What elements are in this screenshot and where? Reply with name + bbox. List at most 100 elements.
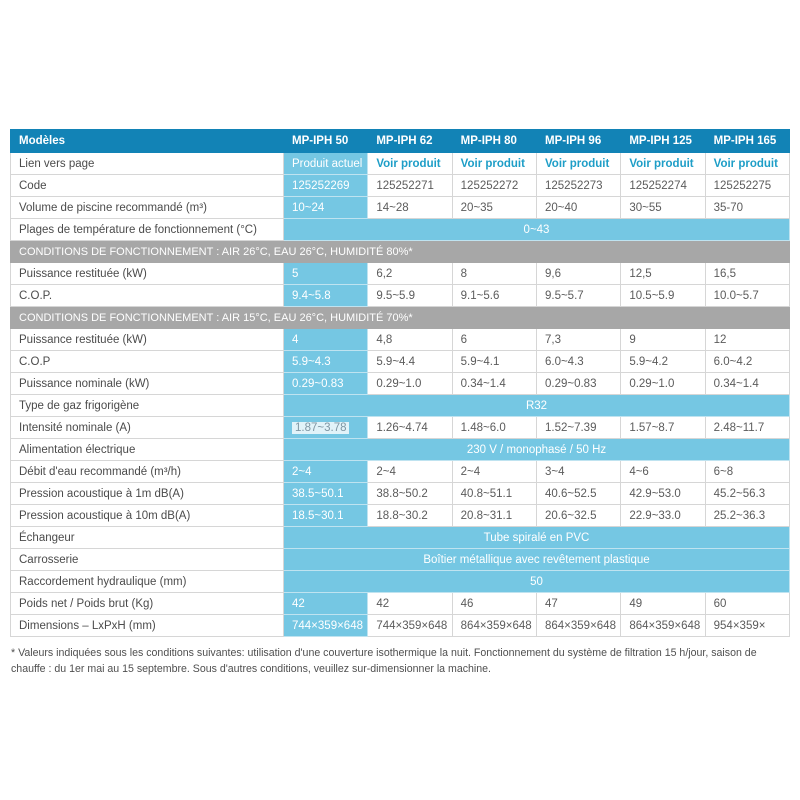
value-cell: 2.48~11.7	[704, 416, 791, 439]
value-cell: 40.6~52.5	[535, 482, 622, 505]
value-cell: 10.0~5.7	[704, 284, 791, 307]
value-cell: 9	[620, 328, 706, 351]
value-cell: 30~55	[620, 196, 706, 219]
value-cell: 16,5	[704, 262, 791, 285]
row-label: Débit d'eau recommandé (m³/h)	[10, 460, 284, 483]
row-label: Dimensions – LxPxH (mm)	[10, 614, 284, 637]
value-cell: 12	[704, 328, 791, 351]
footnote: * Valeurs indiquées sous les conditions …	[11, 647, 757, 676]
value-cell: 12,5	[620, 262, 706, 285]
link-cell: Voir produit	[620, 152, 706, 175]
value-cell: 5.9~4.1	[451, 350, 537, 373]
voir-produit-link[interactable]: Voir produit	[713, 157, 778, 170]
table-row: C.O.P 5.9~4.3 5.9~4.4 5.9~4.1 6.0~4.3 5.9~4.2…	[10, 350, 791, 373]
row-label: Pression acoustique à 1m dB(A)	[10, 482, 284, 505]
table-header-row: Modèles MP-IPH 50 MP-IPH 62 MP-IPH 80 MP-IPH…	[10, 129, 791, 153]
table-row: Carrosserie Boîtier métallique avec revêt…	[10, 548, 790, 571]
value-cell: 1.52~7.39	[535, 416, 622, 439]
table-row: Poids net / Poids brut (Kg) 42 42 46 47 49 60	[10, 592, 791, 615]
value-cell: 20~35	[451, 196, 537, 219]
span-value-cell: R32	[283, 394, 790, 417]
value-cell: 35-70	[704, 196, 791, 219]
value-cell: 0.29~1.0	[367, 372, 453, 395]
selected-value: 1.87~3.78	[292, 421, 350, 434]
value-cell: 46	[451, 592, 537, 615]
value-cell: 10.5~5.9	[620, 284, 706, 307]
value-cell: 125252271	[367, 174, 453, 197]
value-cell: 38.8~50.2	[367, 482, 453, 505]
column-header-model: MP-IPH 125	[620, 129, 706, 153]
row-label: Lien vers page	[10, 152, 284, 175]
value-cell: 0.29~0.83	[282, 372, 369, 395]
value-cell: 1.48~6.0	[451, 416, 537, 439]
value-cell: 1.87~3.78	[282, 416, 369, 439]
section-header: CONDITIONS DE FONCTIONNEMENT : AIR 15°C,…	[10, 306, 790, 329]
row-label: Carrosserie	[10, 548, 284, 571]
value-cell: 47	[535, 592, 622, 615]
value-cell: 0.34~1.4	[704, 372, 791, 395]
value-cell: 22.9~33.0	[620, 504, 706, 527]
table-row: Volume de piscine recommandé (m³) 10~24 14…	[10, 196, 791, 219]
table-row: Puissance restituée (kW) 5 6,2 8 9,6 12,5 16,5	[10, 262, 791, 285]
value-cell: 38.5~50.1	[282, 482, 369, 505]
value-cell: 6.0~4.2	[704, 350, 791, 373]
table-row: Intensité nominale (A) 1.87~3.78 1.26~4.74…	[10, 416, 791, 439]
value-cell: 18.5~30.1	[282, 504, 369, 527]
table-row: Type de gaz frigorigène R32	[10, 394, 790, 417]
row-label: C.O.P	[10, 350, 284, 373]
table-row: C.O.P. 9.4~5.8 9.5~5.9 9.1~5.6 9.5~5.7 10.5~5…	[10, 284, 791, 307]
row-label: C.O.P.	[10, 284, 284, 307]
value-cell: 9,6	[535, 262, 622, 285]
value-cell: 6.0~4.3	[535, 350, 622, 373]
link-cell: Voir produit	[535, 152, 622, 175]
table-row: Raccordement hydraulique (mm) 50	[10, 570, 790, 593]
span-value-cell: 0~43	[283, 218, 790, 241]
column-header-model: MP-IPH 62	[367, 129, 453, 153]
value-cell: 125252269	[282, 174, 369, 197]
value-cell: 42	[282, 592, 369, 615]
value-cell: 4,8	[367, 328, 453, 351]
row-label: Puissance restituée (kW)	[10, 328, 284, 351]
value-cell: 0.29~1.0	[620, 372, 706, 395]
voir-produit-link[interactable]: Voir produit	[544, 157, 610, 170]
value-cell: 125252273	[535, 174, 622, 197]
voir-produit-link[interactable]: Voir produit	[460, 157, 525, 170]
voir-produit-link[interactable]: Voir produit	[376, 157, 441, 170]
row-label: Intensité nominale (A)	[10, 416, 284, 439]
column-header-model: MP-IPH 96	[535, 129, 622, 153]
value-cell: 20.8~31.1	[451, 504, 537, 527]
value-cell: 9.1~5.6	[451, 284, 537, 307]
value-cell: 744×359×648	[367, 614, 453, 637]
span-value-cell: Boîtier métallique avec revêtement plast…	[283, 548, 790, 571]
value-cell: 42	[367, 592, 453, 615]
value-cell: 4~6	[620, 460, 706, 483]
value-cell: 9.5~5.9	[367, 284, 453, 307]
value-cell: 744×359×648	[282, 614, 369, 637]
value-cell: 5.9~4.4	[367, 350, 453, 373]
value-cell: 20.6~32.5	[535, 504, 622, 527]
table-row: Échangeur Tube spiralé en PVC	[10, 526, 790, 549]
value-cell: 125252274	[620, 174, 706, 197]
value-cell: 6~8	[704, 460, 791, 483]
table-row: CONDITIONS DE FONCTIONNEMENT : AIR 15°C,…	[10, 306, 790, 329]
value-cell: 10~24	[282, 196, 369, 219]
value-cell: 125252272	[451, 174, 537, 197]
value-cell: 3~4	[535, 460, 622, 483]
value-cell: 18.8~30.2	[367, 504, 453, 527]
column-header-modeles: Modèles	[10, 129, 284, 153]
value-cell: 20~40	[535, 196, 622, 219]
value-cell: 1.26~4.74	[367, 416, 453, 439]
comparison-table: Modèles MP-IPH 50 MP-IPH 62 MP-IPH 80 MP-IPH…	[10, 129, 791, 637]
value-cell: 864×359×648	[451, 614, 537, 637]
column-header-model: MP-IPH 165	[704, 129, 791, 153]
voir-produit-link[interactable]: Voir produit	[629, 157, 694, 170]
span-value-cell: 230 V / monophasé / 50 Hz	[283, 438, 790, 461]
column-header-model: MP-IPH 50	[282, 129, 369, 153]
value-cell: 7,3	[535, 328, 622, 351]
span-value-cell: Tube spiralé en PVC	[283, 526, 790, 549]
span-value-cell: 50	[283, 570, 790, 593]
value-cell: 954×359×	[704, 614, 791, 637]
value-cell: 25.2~36.3	[704, 504, 791, 527]
value-cell: 5.9~4.3	[282, 350, 369, 373]
row-label: Plages de température de fonctionnement …	[10, 218, 284, 241]
